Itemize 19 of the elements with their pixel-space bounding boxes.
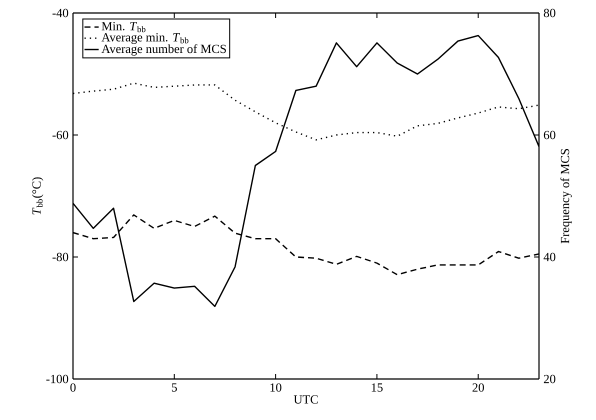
- x-tick-label: 5: [172, 383, 177, 392]
- legend-label: Min. T$_{bb}$: [102, 22, 146, 32]
- y-tick-label: -80: [52, 252, 68, 262]
- y2-tick-label: 60: [544, 130, 556, 140]
- x-tick-label: 10: [270, 383, 282, 392]
- x-axis-title: UTC: [294, 395, 318, 404]
- y2-tick-label: 20: [544, 374, 556, 384]
- y-tick-label: -60: [52, 130, 68, 140]
- y-tick-label: -40: [52, 8, 68, 18]
- y-axis-title: T$_{bb}$(°C): [32, 177, 44, 214]
- y2-tick-label: 40: [544, 252, 556, 262]
- x-tick-label: 20: [472, 383, 484, 392]
- legend-label: Average min. T$_{bb}$: [102, 33, 188, 44]
- y-tick-label: -100: [46, 374, 68, 384]
- y2-axis-title: Frequency of MCS: [560, 149, 572, 244]
- x-tick-label: 15: [372, 383, 383, 392]
- legend-label: Average number of MCS: [102, 44, 226, 56]
- y2-tick-label: 80: [544, 8, 556, 18]
- x-tick-label: 0: [70, 383, 76, 392]
